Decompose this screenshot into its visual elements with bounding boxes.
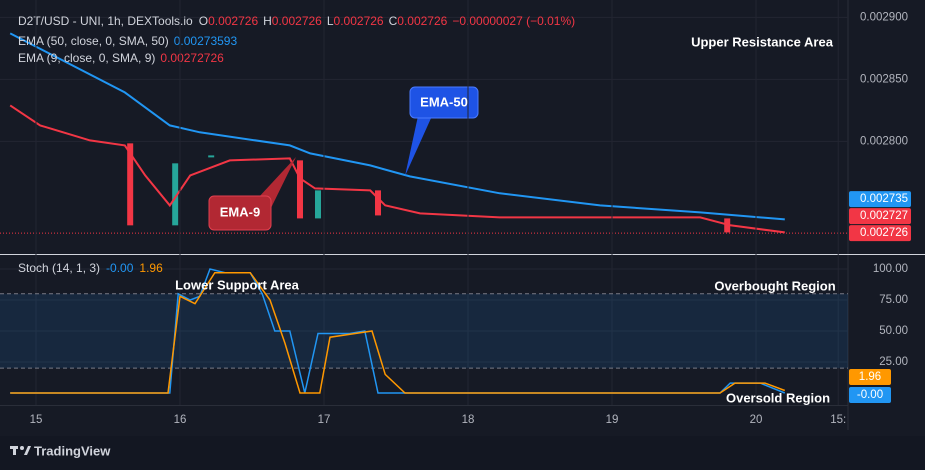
x-tick-label: 15 [30, 414, 43, 426]
legend-value: 0.00272726 [160, 51, 224, 65]
ohlc-label: C [389, 14, 398, 28]
legend-name: EMA (50, close, 0, SMA, 50) [18, 34, 169, 48]
series-line [9, 32, 785, 221]
y-tick-label: 25.00 [879, 356, 908, 368]
legend-value: 0.00273593 [174, 34, 238, 48]
legend-header: D2T/USD - UNI, 1h, DEXTools.io O0.002726 H… [18, 14, 575, 28]
y-tick-label: 100.00 [873, 263, 908, 275]
ohlc-value: 0.002726 [334, 14, 384, 28]
price-badge-label: 0.002735 [860, 193, 908, 205]
ohlc-label: L [327, 14, 334, 28]
annotation: Upper Resistance Area [691, 34, 834, 49]
indicator-title: Stoch (14, 1, 3) [18, 261, 100, 275]
band-fill [0, 293, 848, 369]
legend-entry: EMA (9, close, 0, SMA, 9) 0.00272726 [18, 51, 224, 65]
price-badge [849, 387, 891, 403]
y-tick-label: 50.00 [879, 325, 908, 337]
candle-body [208, 155, 215, 158]
ohlc-value: 0.002726 [208, 14, 258, 28]
ohlc-value: 0.002726 [272, 14, 322, 28]
candle-body [374, 190, 381, 216]
price-badge [849, 208, 911, 225]
footer-logo [10, 446, 31, 455]
price-badge-label: 0.002726 [860, 227, 908, 239]
price-badge [849, 369, 891, 385]
footer-brand: TradingView [34, 443, 111, 458]
x-tick-label: 20 [750, 414, 763, 426]
annotation: Overbought Region [714, 278, 835, 293]
annotation: EMA-50 [420, 94, 468, 109]
y-tick-label: 0.002850 [860, 73, 908, 85]
callout-box [409, 86, 479, 119]
candle-body [127, 143, 134, 226]
legend-entry: EMA (50, close, 0, SMA, 50) 0.00273593 [18, 34, 237, 48]
y-tick-label: 0.002800 [860, 135, 908, 147]
change: −0.00000027 (−0.01%) [452, 14, 575, 28]
x-tick-label: 18 [462, 414, 475, 426]
candle-body [172, 163, 179, 226]
y-tick-label: 0.002900 [860, 11, 908, 23]
ohlc-value: 0.002726 [397, 14, 447, 28]
legend-value: 1.96 [139, 261, 163, 275]
symbol: D2T/USD - UNI, 1h, DEXTools.io [18, 14, 193, 28]
series-line [10, 271, 786, 394]
x-tick-label: 19 [606, 414, 619, 426]
annotation: Oversold Region [726, 390, 830, 405]
x-tick-label: 17 [318, 414, 331, 426]
price-badge-label: -0.00 [857, 389, 883, 401]
price-badge-label: 1.96 [859, 371, 881, 383]
chart-area [0, 0, 925, 436]
legend-header: Stoch (14, 1, 3) -0.00 1.96 [18, 261, 163, 275]
callout-pointer [405, 116, 432, 176]
legend-name: EMA (9, close, 0, SMA, 9) [18, 51, 155, 65]
price-badge [849, 225, 911, 242]
annotation: Lower Support Area [175, 277, 300, 292]
price-badge [849, 191, 911, 208]
legend-value: -0.00 [106, 261, 134, 275]
ohlc-label: H [263, 14, 272, 28]
ohlc-label: O [199, 14, 208, 28]
y-tick-label: 75.00 [879, 294, 908, 306]
series-line [9, 104, 785, 234]
candle-body [314, 190, 321, 219]
candle-body [296, 160, 303, 219]
callout-box [208, 195, 272, 231]
price-badge-label: 0.002727 [860, 210, 908, 222]
annotation: EMA-9 [220, 204, 260, 219]
x-tick-label: 16 [174, 414, 187, 426]
x-tick-label: 15: [830, 414, 846, 426]
